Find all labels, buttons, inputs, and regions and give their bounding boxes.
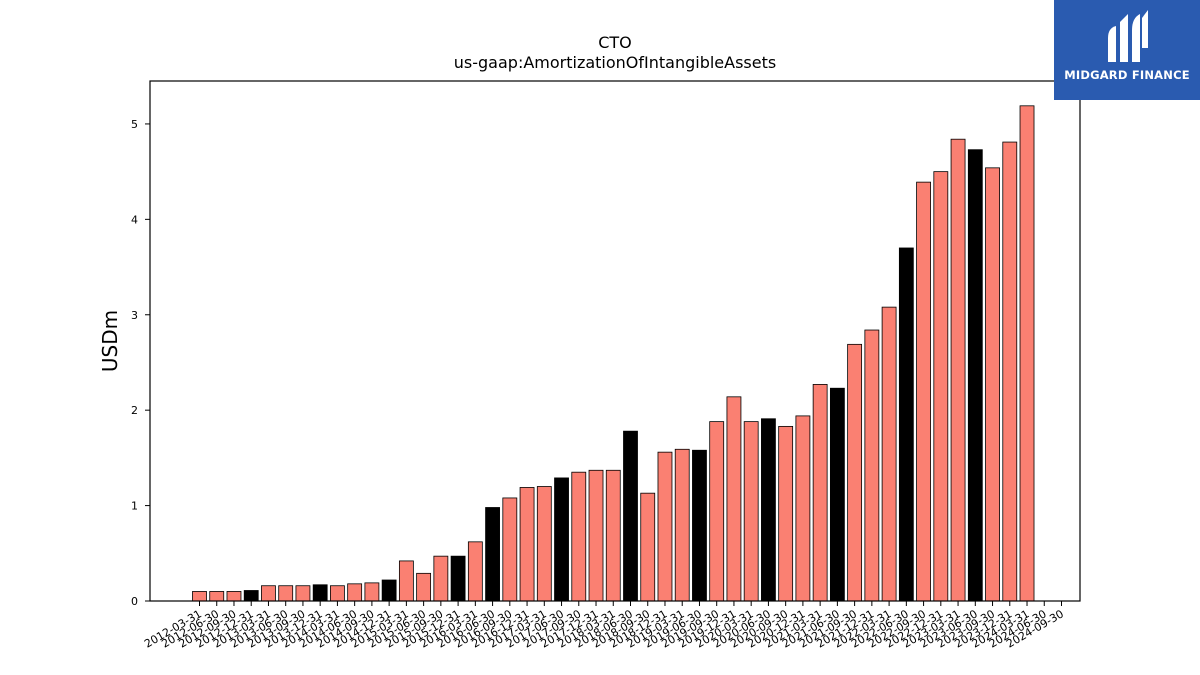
bar-2020-12-31 [795, 415, 811, 602]
bar-2015-06-30 [416, 572, 432, 602]
bar-2021-09-30 [847, 343, 863, 602]
bar-2018-03-31 [605, 469, 621, 602]
bar-2014-12-31 [381, 579, 397, 602]
bar-2019-09-30 [709, 421, 725, 602]
y-axis-label: USDm [98, 310, 122, 372]
bar-2014-09-30 [364, 582, 380, 602]
bar-2016-06-30 [485, 507, 500, 602]
y-ticks-group: 0 1 2 3 4 5 [131, 118, 150, 608]
plot-frame [149, 80, 1081, 602]
bar-2015-03-31 [398, 560, 414, 602]
bar-2017-12-31 [588, 469, 604, 602]
bar-2019-12-31 [726, 396, 742, 602]
bar-2019-03-31 [674, 448, 690, 602]
bar-2013-03-31 [261, 585, 276, 602]
chart-subtitle: us-gaap:AmortizationOfIntangibleAssets [454, 53, 776, 72]
y-tick-label: 3 [131, 309, 138, 322]
bar-2020-03-31 [743, 421, 759, 602]
bar-2023-03-31 [950, 138, 966, 602]
bar-2013-06-30 [278, 585, 294, 602]
bar-2016-12-31 [519, 487, 535, 602]
chart-title: CTO [598, 33, 632, 52]
bar-2012-09-30 [226, 591, 242, 602]
y-tick-label: 2 [131, 404, 138, 417]
bar-2017-06-30 [554, 477, 569, 602]
bar-2020-09-30 [778, 425, 794, 602]
bar-2017-09-30 [571, 471, 587, 602]
bar-2020-06-30 [761, 418, 776, 602]
bar-2018-06-30 [623, 430, 638, 602]
y-tick-label: 1 [131, 500, 138, 513]
bar-2016-03-31 [467, 541, 483, 602]
logo-text: MIDGARD FINANCE [1064, 68, 1190, 82]
bar-2023-09-30 [985, 167, 1000, 602]
x-ticks-group: 2012-03-312012-06-302012-09-302012-12-31… [142, 601, 1066, 651]
bar-2022-06-30 [898, 247, 914, 602]
bar-2017-03-31 [536, 486, 552, 602]
bar-2014-03-31 [330, 585, 345, 602]
bar-2012-12-31 [243, 590, 259, 602]
y-tick-label: 0 [131, 595, 138, 608]
bar-2015-09-30 [433, 555, 449, 602]
y-tick-label: 4 [131, 213, 138, 226]
midgard-logo-icon [1108, 10, 1148, 62]
bar-2023-06-30 [967, 149, 983, 602]
bar-2018-12-31 [657, 451, 673, 602]
bar-2019-06-30 [692, 449, 707, 602]
bar-2013-12-31 [312, 584, 328, 602]
bar-2023-12-31 [1002, 141, 1018, 602]
bar-2016-09-30 [502, 497, 518, 602]
bar-2012-06-30 [209, 591, 225, 602]
bar-2015-12-31 [450, 555, 466, 602]
y-tick-label: 5 [131, 118, 138, 131]
bar-2021-06-30 [829, 387, 845, 602]
bar-2022-09-30 [916, 181, 931, 602]
bar-2022-12-31 [933, 171, 949, 602]
bar-2024-03-31 [1019, 105, 1035, 602]
bar-2018-09-30 [640, 492, 656, 602]
bars-group [192, 105, 1035, 602]
bar-2021-03-31 [812, 384, 828, 602]
bar-2022-03-31 [881, 306, 897, 602]
midgard-logo: MIDGARD FINANCE [1054, 0, 1200, 100]
bar-2012-03-31 [192, 591, 207, 602]
bar-2013-09-30 [295, 585, 311, 602]
bar-2021-12-31 [864, 329, 880, 602]
bar-2014-06-30 [347, 583, 363, 602]
